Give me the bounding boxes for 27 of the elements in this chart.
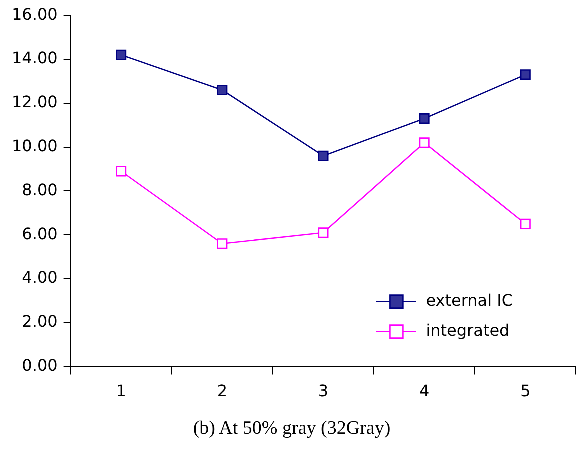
point	[318, 150, 329, 162]
point	[520, 70, 531, 80]
y-tick-label: 8.00	[22, 180, 58, 200]
y-tick-label: 4.00	[22, 268, 58, 288]
x-tick-label: 3	[318, 382, 329, 401]
y-tick-label: 16.00	[12, 4, 58, 24]
y-tick-label: 0.00	[22, 356, 58, 375]
y-tick-label: 6.00	[22, 224, 58, 244]
point	[217, 84, 228, 96]
y-tick-label: 2.00	[22, 312, 58, 332]
legend-label: external IC	[426, 290, 514, 310]
x-tick-label: 5	[520, 382, 531, 401]
x-tick-label: 4	[419, 382, 430, 401]
point	[419, 114, 430, 124]
point	[116, 50, 127, 60]
legend-label: integrated	[426, 320, 510, 340]
y-tick-label: 14.00	[12, 48, 58, 68]
point	[116, 166, 127, 177]
point	[318, 228, 329, 238]
y-tick-label: 12.00	[12, 92, 58, 112]
point	[520, 218, 531, 230]
x-tick-label: 2	[217, 382, 228, 401]
x-tick-label: 1	[116, 382, 126, 401]
point	[217, 238, 228, 250]
text: (b) At 50% gray (32Gray)	[192, 418, 392, 440]
y-tick-label: 10.00	[12, 136, 58, 156]
point	[419, 138, 430, 148]
